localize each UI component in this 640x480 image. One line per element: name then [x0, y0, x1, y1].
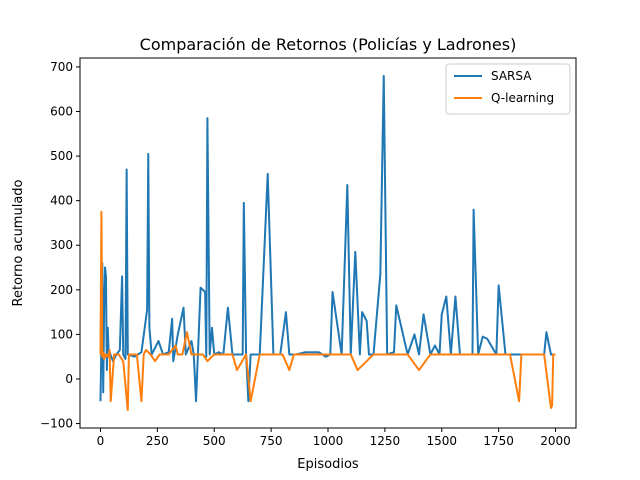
x-tick-label: 2000 — [540, 434, 571, 448]
series-line-q-learning — [99, 210, 556, 412]
y-tick-label: 100 — [50, 327, 73, 341]
x-tick-label: 0 — [97, 434, 105, 448]
y-tick-label: 500 — [50, 149, 73, 163]
legend-label-sarsa: SARSA — [491, 69, 532, 83]
y-axis: −100 0 100 200 300 400 500 600 700 — [40, 60, 80, 431]
x-axis: 0 250 500 750 1000 1250 1500 1750 2000 — [97, 428, 571, 448]
legend: SARSA Q-learning — [445, 63, 571, 115]
x-tick-label: 1250 — [370, 434, 401, 448]
x-tick-label: 1750 — [483, 434, 514, 448]
legend-label-q-learning: Q-learning — [491, 91, 554, 105]
y-tick-label: −100 — [40, 417, 73, 431]
x-tick-label: 750 — [260, 434, 283, 448]
x-axis-label: Episodios — [297, 457, 359, 472]
y-tick-label: 0 — [65, 372, 73, 386]
plot-series — [99, 74, 556, 412]
y-tick-label: 600 — [50, 104, 73, 118]
x-tick-label: 1500 — [426, 434, 457, 448]
y-tick-label: 200 — [50, 283, 73, 297]
y-axis-label: Retorno acumulado — [11, 179, 26, 306]
y-tick-label: 700 — [50, 60, 73, 74]
chart-title: Comparación de Retornos (Policías y Ladr… — [140, 35, 517, 54]
y-tick-label: 400 — [50, 194, 73, 208]
x-tick-label: 500 — [203, 434, 226, 448]
x-tick-label: 250 — [146, 434, 169, 448]
y-tick-label: 300 — [50, 238, 73, 252]
x-tick-label: 1000 — [313, 434, 344, 448]
